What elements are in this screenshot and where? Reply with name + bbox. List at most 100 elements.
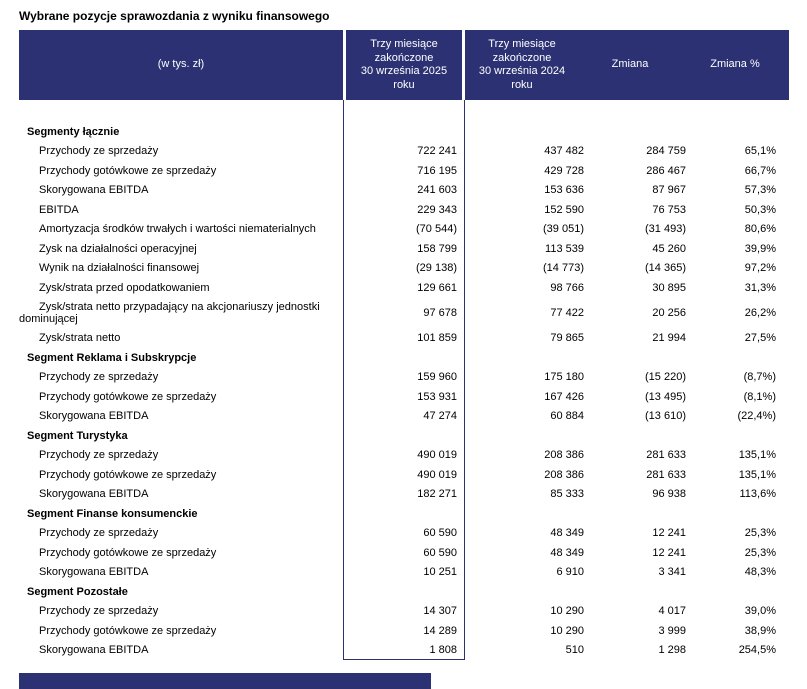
- section-label: Segment Finanse konsumenckie: [27, 507, 198, 520]
- value-2025: 101 859: [417, 332, 457, 345]
- bottom-bar: [19, 673, 431, 689]
- value-change-pct: 31,3%: [744, 281, 776, 294]
- value-2025: 716 195: [417, 164, 457, 177]
- table-row: EBITDA 229 343 152 590 76 753 50,3%: [19, 200, 789, 220]
- table-row: Przychody gotówkowe ze sprzedaży 14 289 10…: [19, 621, 789, 641]
- row-label: Przychody ze sprzedaży: [39, 449, 159, 462]
- row-label: Skorygowana EBITDA: [39, 488, 149, 501]
- value-2024: 98 766: [550, 281, 584, 294]
- row-label: Wynik na działalności finansowej: [39, 262, 200, 275]
- table-row: Zysk/strata netto przypadający na akcjon…: [19, 298, 789, 329]
- value-change-pct: 27,5%: [744, 332, 776, 345]
- value-change: 30 895: [652, 281, 686, 294]
- value-2025: 60 590: [423, 527, 457, 540]
- value-change-pct: 48,3%: [744, 566, 776, 579]
- value-2024: 6 910: [556, 566, 584, 579]
- value-change: 281 633: [646, 449, 686, 462]
- row-label: Skorygowana EBITDA: [39, 566, 149, 579]
- value-2024: 167 426: [544, 390, 584, 403]
- value-change-pct: (22,4%): [737, 410, 776, 423]
- section-row: Segment Turystyka: [19, 426, 789, 446]
- value-2025: 158 799: [417, 242, 457, 255]
- value-2025: 97 678: [423, 307, 457, 319]
- table-row: Przychody gotówkowe ze sprzedaży 153 931 1…: [19, 387, 789, 407]
- table-row: Zysk/strata przed opodatkowaniem 129 661 9…: [19, 278, 789, 298]
- row-label: Zysk/strata przed opodatkowaniem: [39, 281, 210, 294]
- value-change-pct: 25,3%: [744, 546, 776, 559]
- section-row: Segment Reklama i Subskrypcje: [19, 348, 789, 368]
- value-change-pct: 135,1%: [738, 468, 776, 481]
- value-2025: (29 138): [416, 262, 457, 275]
- value-2025: 1 808: [429, 644, 457, 657]
- value-2024: 10 290: [550, 624, 584, 637]
- value-2025: 10 251: [423, 566, 457, 579]
- value-change-pct: 25,3%: [744, 527, 776, 540]
- row-label: Przychody gotówkowe ze sprzedaży: [39, 164, 217, 177]
- value-change-pct: (8,7%): [743, 371, 776, 384]
- table-row: Przychody ze sprzedaży 490 019 208 386 281 …: [19, 446, 789, 466]
- value-change-pct: 254,5%: [738, 644, 776, 657]
- table-row: Przychody ze sprzedaży 60 590 48 349 12 241…: [19, 524, 789, 544]
- value-2024: 85 333: [550, 488, 584, 501]
- page-title: Wybrane pozycje sprawozdania z wyniku fi…: [19, 9, 330, 23]
- table-body: Segmenty łącznie Przychody ze sprzedaży 72…: [19, 100, 789, 660]
- table-row: Przychody gotówkowe ze sprzedaży 490 019 2…: [19, 465, 789, 485]
- value-2025: 490 019: [417, 449, 457, 462]
- value-2025: 490 019: [417, 468, 457, 481]
- section-label: Segment Reklama i Subskrypcje: [27, 351, 197, 364]
- value-2024: 208 386: [544, 449, 584, 462]
- value-2025: 229 343: [417, 203, 457, 216]
- value-2025: 241 603: [417, 184, 457, 197]
- value-2024: 175 180: [544, 371, 584, 384]
- value-change: 96 938: [652, 488, 686, 501]
- value-change-pct: 97,2%: [744, 262, 776, 275]
- value-change: 284 759: [646, 145, 686, 158]
- value-2024: 60 884: [550, 410, 584, 423]
- value-2025: 153 931: [417, 390, 457, 403]
- value-change: (31 493): [645, 223, 686, 236]
- table-row: Skorygowana EBITDA 10 251 6 910 3 341 48,3%: [19, 563, 789, 583]
- value-change-pct: 26,2%: [744, 307, 776, 319]
- row-label: Skorygowana EBITDA: [39, 184, 149, 197]
- value-2025: 722 241: [417, 145, 457, 158]
- section-label: Segment Turystyka: [27, 429, 128, 442]
- table-row: Wynik na działalności finansowej (29 138)…: [19, 259, 789, 279]
- table-row: Skorygowana EBITDA 241 603 153 636 87 967 57…: [19, 181, 789, 201]
- value-2025: 60 590: [423, 546, 457, 559]
- section-label: Segmenty łącznie: [27, 125, 120, 138]
- value-2025: 14 307: [423, 605, 457, 618]
- value-2024: 77 422: [550, 307, 584, 319]
- value-2025: 182 271: [417, 488, 457, 501]
- value-change: 21 994: [652, 332, 686, 345]
- row-label: EBITDA: [39, 203, 79, 216]
- value-change: (14 365): [645, 262, 686, 275]
- value-change: 4 017: [658, 605, 686, 618]
- value-change: 1 298: [658, 644, 686, 657]
- table-row: Skorygowana EBITDA 1 808 510 1 298 254,5%: [19, 641, 789, 661]
- value-change-pct: 50,3%: [744, 203, 776, 216]
- value-change: 12 241: [652, 527, 686, 540]
- table-row: Przychody gotówkowe ze sprzedaży 60 590 48…: [19, 543, 789, 563]
- table-header-row: (w tys. zł) Trzy miesiące zakończone 30 …: [19, 30, 789, 100]
- section-row: Segment Pozostałe: [19, 582, 789, 602]
- value-change-pct: 57,3%: [744, 184, 776, 197]
- col-header-unit: (w tys. zł): [19, 30, 343, 100]
- value-change: (13 610): [645, 410, 686, 423]
- value-change-pct: 65,1%: [744, 145, 776, 158]
- table-row: Zysk na działalności operacyjnej 158 799 1…: [19, 239, 789, 259]
- row-label: Przychody gotówkowe ze sprzedaży: [39, 624, 217, 637]
- value-2024: 79 865: [550, 332, 584, 345]
- row-label: Amortyzacja środków trwałych i wartości …: [39, 223, 316, 236]
- value-2024: 48 349: [550, 546, 584, 559]
- value-2024: 152 590: [544, 203, 584, 216]
- value-change-pct: 39,0%: [744, 605, 776, 618]
- table-row: Zysk/strata netto 101 859 79 865 21 994 27,5…: [19, 329, 789, 349]
- value-change: 3 999: [658, 624, 686, 637]
- col-header-change-pct: Zmiana %: [681, 30, 789, 100]
- value-2025: 47 274: [423, 410, 457, 423]
- value-change-pct: 38,9%: [744, 624, 776, 637]
- value-change: 45 260: [652, 242, 686, 255]
- table-row: Przychody ze sprzedaży 159 960 175 180 (15 …: [19, 368, 789, 388]
- value-change: 87 967: [652, 184, 686, 197]
- value-2025: (70 544): [416, 223, 457, 236]
